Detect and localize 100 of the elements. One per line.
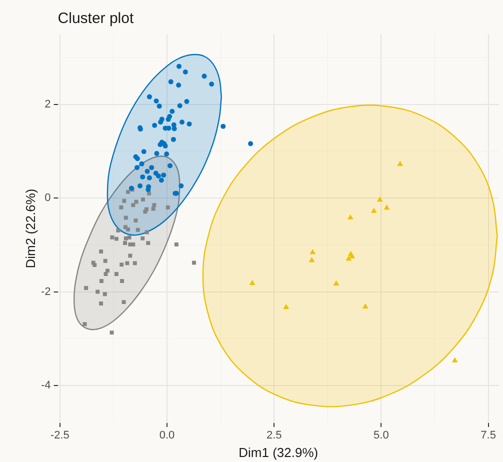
point [124,236,128,240]
point [158,142,163,148]
point [310,249,316,254]
point [333,280,340,286]
point [122,198,126,203]
point [116,228,120,232]
point [186,121,192,126]
y-tick-label: -2 [41,286,51,298]
point [99,249,104,254]
y-axis-title: Dim2 (22.6%) [23,188,38,268]
point [99,302,104,306]
point [164,151,170,156]
point [156,174,161,179]
point [147,191,152,196]
point [134,165,140,170]
point [202,74,207,79]
point [347,214,354,220]
point [152,122,158,128]
point [119,205,124,210]
point [162,144,168,149]
point [152,203,156,208]
point [114,272,118,276]
point [125,261,130,266]
point [397,160,403,166]
point [102,292,107,296]
point [176,82,182,88]
point [362,303,368,308]
point [172,126,177,132]
point [154,98,159,104]
point [96,290,100,294]
point [182,69,188,74]
y-tick-label: -4 [41,380,51,392]
point [156,104,162,109]
point [144,168,150,174]
point [92,263,97,268]
point [131,203,136,208]
point [103,258,108,263]
point [105,268,110,273]
point [370,208,377,213]
point [170,136,176,142]
point [110,235,114,240]
point [120,262,124,267]
y-tick-label: 0 [44,192,51,204]
point [174,242,178,246]
point [346,256,352,261]
point [283,304,290,309]
point [146,175,152,180]
x-tick-label: 5.0 [374,430,389,442]
point [166,205,170,210]
point [146,94,152,100]
point [146,241,150,246]
point [141,197,146,202]
point [249,280,256,286]
point [128,254,132,258]
point [209,82,214,87]
point [134,200,138,204]
point [308,256,315,262]
point [127,235,132,240]
point [140,174,146,180]
point [126,227,130,232]
point [376,196,383,202]
point [138,183,143,188]
point [178,183,184,188]
point [158,120,164,125]
point [154,151,160,156]
point [123,241,128,246]
point [126,190,130,194]
point [192,260,196,265]
point [180,120,185,125]
point [384,204,390,210]
point [114,236,118,241]
y-tick-label: 2 [44,98,51,110]
point [170,108,175,114]
point [146,187,151,192]
point [177,103,182,108]
point [248,141,254,146]
point [132,261,137,266]
point [84,286,88,290]
x-axis-title: Dim1 (32.9%) [238,445,318,460]
point [184,98,190,104]
point [161,172,166,178]
point [140,236,145,240]
point [124,216,128,220]
point [452,357,458,362]
point [349,253,356,258]
point [99,279,104,283]
point [139,161,144,166]
x-tick-label: -2.5 [50,430,70,442]
point [168,163,173,168]
point [220,124,226,129]
point [168,79,174,84]
point [136,228,140,232]
point [141,149,146,154]
x-tick-label: 7.5 [480,430,496,442]
point [149,165,154,170]
point [166,116,171,122]
x-tick-label: 0.0 [159,430,175,442]
point [131,242,136,246]
x-tick-label: 2.5 [266,430,282,442]
point [158,178,164,183]
